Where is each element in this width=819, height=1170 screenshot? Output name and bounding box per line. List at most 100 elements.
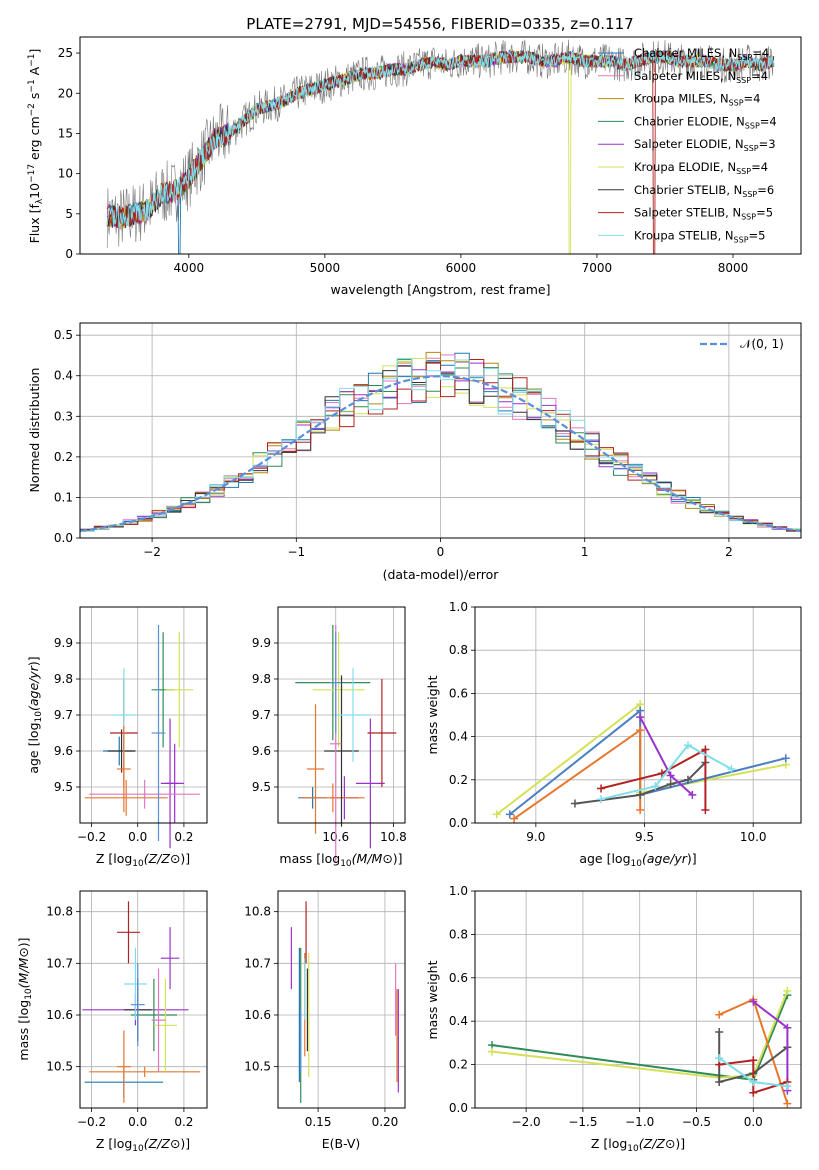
y-tick-label: 0.8 [449, 643, 468, 657]
x-tick-label: −1.0 [625, 1115, 654, 1129]
y-tick-label: 9.5 [54, 780, 73, 794]
weight-line [600, 747, 707, 810]
x-tick-label: 9.0 [526, 830, 545, 844]
axes-frame [277, 606, 406, 824]
y-tick-label: 10.8 [244, 905, 271, 919]
legend-label: Salpeter STELIB, NSSP=5 [634, 206, 773, 222]
weight-marker [749, 1077, 758, 1086]
x-tick-label: −0.5 [682, 1115, 711, 1129]
weight-marker [688, 790, 697, 799]
x-tick-label: 0.0 [128, 830, 147, 844]
y-tick-label: 0.5 [54, 328, 73, 342]
y-tick-label: 0.3 [54, 409, 73, 423]
weight-marker [715, 1054, 724, 1063]
mass-age-xlabel: mass [log10(M/M⊙)] [279, 851, 402, 869]
x-tick-label: 9.5 [635, 830, 654, 844]
spectrum-xlabel: wavelength [Angstrom, rest frame] [330, 282, 550, 297]
x-tick-label: −0.2 [77, 1115, 106, 1129]
x-tick-label: 2 [725, 545, 733, 559]
y-tick-label: 1.0 [449, 884, 468, 898]
legend-label: Chabrier STELIB, NSSP=6 [634, 183, 774, 199]
weight-marker [783, 1023, 792, 1032]
axes-frame [277, 890, 406, 1109]
weight-marker [488, 1047, 497, 1056]
y-tick-label: 9.6 [252, 744, 271, 758]
weight-marker [715, 1028, 724, 1037]
weight-marker [636, 806, 645, 815]
legend-label: Salpeter MILES, NSSP=4 [634, 69, 768, 85]
x-tick-label: 10.8 [380, 830, 407, 844]
panel-residuals: −2 −1 0 1 2 0.0 0.1 0.2 0.3 0.4 0.5 𝒩(0, 1) (data-mo… [27, 322, 802, 582]
spectrum-legend: Chabrier MILES, NSSP=4 Salpeter MILES, NS… [598, 46, 777, 244]
x-tick-label: 0.2 [174, 830, 193, 844]
y-tick-label: 0.0 [449, 816, 468, 830]
y-tick-label: 10.8 [46, 905, 73, 919]
y-tick-label: 9.6 [54, 744, 73, 758]
y-tick-label: 9.5 [252, 780, 271, 794]
x-tick-label: −1 [287, 545, 305, 559]
ebv-mass-xlabel: E(B-V) [322, 1136, 361, 1151]
weight-marker [636, 726, 645, 735]
axes-frame [474, 890, 802, 1109]
weight-marker [783, 986, 792, 995]
x-tick-label: 6000 [446, 261, 477, 275]
z-mass-xlabel: Z [log10(Z/Z⊙)] [96, 1136, 190, 1154]
weight-marker [701, 745, 710, 754]
x-tick-label: 4000 [174, 261, 205, 275]
x-tick-label: 0.2 [174, 1115, 193, 1129]
legend-label: Chabrier ELODIE, NSSP=4 [634, 114, 777, 130]
z-weight-ylabel: mass weight [425, 960, 440, 1039]
y-tick-label: 10.7 [46, 956, 73, 970]
y-tick-label: 0.0 [54, 531, 73, 545]
weight-marker [701, 806, 710, 815]
weight-marker [781, 754, 790, 763]
figure-title: PLATE=2791, MJD=54556, FIBERID=0335, z=0… [246, 15, 633, 33]
weight-marker [636, 790, 645, 799]
y-tick-label: 0.2 [54, 450, 73, 464]
weight-marker [727, 765, 736, 773]
y-tick-label: 5 [65, 207, 73, 221]
weight-marker [749, 1056, 758, 1065]
y-tick-label: 9.9 [252, 636, 271, 650]
y-tick-label: 0.6 [449, 686, 468, 700]
y-tick-label: 10.7 [244, 956, 271, 970]
x-tick-label: 0.0 [744, 1115, 763, 1129]
x-tick-label: 10.0 [740, 830, 767, 844]
legend-label: Kroupa MILES, NSSP=4 [634, 92, 760, 108]
y-tick-label: 9.7 [54, 708, 73, 722]
weight-marker [749, 997, 758, 1006]
x-tick-label: −2 [143, 545, 161, 559]
y-tick-label: 0.6 [449, 971, 468, 985]
z-age-ylabel: age [log10(age/yr)] [26, 656, 44, 773]
panel-z_mass: −0.2 0.0 0.2 10.5 10.6 10.7 10.8 Z [log10(Z/Z⊙)… [16, 890, 208, 1154]
y-tick-label: 15 [58, 126, 73, 140]
x-tick-label: 8000 [718, 261, 749, 275]
x-tick-label: 5000 [310, 261, 341, 275]
model-spectrum-line [106, 49, 775, 254]
normal-curve [79, 375, 802, 532]
weight-marker [570, 799, 579, 808]
weight-marker [749, 1088, 758, 1097]
y-tick-label: 0.2 [449, 1058, 468, 1072]
weight-marker [683, 775, 692, 784]
weight-line [491, 990, 789, 1079]
x-tick-label: 0.15 [305, 1115, 332, 1129]
axes-frame [474, 606, 802, 824]
age-weight-xlabel: age [log10(age/yr)] [579, 851, 696, 869]
residuals-ylabel: Normed distribution [27, 368, 42, 493]
x-tick-label: 1 [581, 545, 589, 559]
weight-marker [505, 810, 514, 819]
legend-label: 𝒩(0, 1) [740, 337, 784, 351]
y-tick-label: 9.7 [252, 708, 271, 722]
panel-spectrum: 4000 5000 6000 7000 8000 0 5 10 15 20 25 wavelength… [27, 36, 802, 297]
x-tick-label: 0.0 [128, 1115, 147, 1129]
y-tick-label: 0.0 [449, 1101, 468, 1115]
y-tick-label: 9.8 [252, 672, 271, 686]
y-tick-label: 0.4 [449, 1014, 468, 1028]
y-tick-label: 10.5 [46, 1060, 73, 1074]
weight-marker [666, 780, 675, 789]
weight-line [600, 743, 732, 801]
weight-line [719, 1059, 788, 1095]
x-tick-label: −0.2 [77, 830, 106, 844]
